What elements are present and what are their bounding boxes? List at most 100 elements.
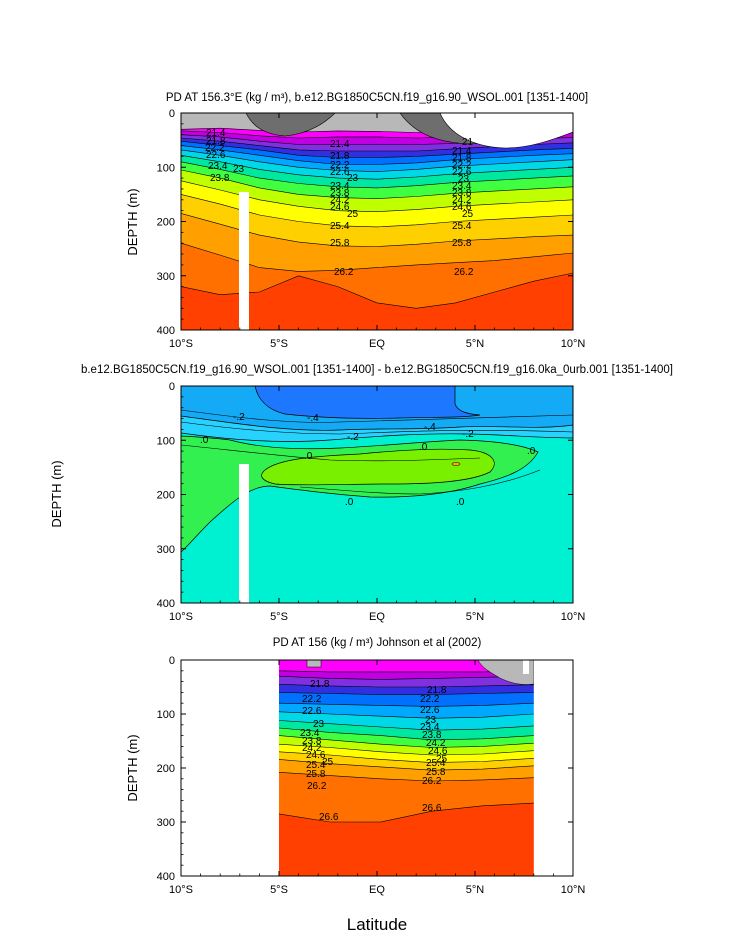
p3-label-25-8-w: 25.8 (306, 769, 326, 780)
y-tick-label: 400 (157, 598, 175, 610)
p3-white-notch (523, 660, 529, 674)
p3-label-24-2-e: 24.2 (426, 738, 446, 749)
p1-label-23-8-w: 23.8 (210, 173, 230, 184)
panel-2-ylabel: DEPTH (m) (49, 460, 64, 527)
contour-band-13 (181, 213, 573, 272)
contour-line-24-6 (279, 735, 534, 748)
y-tick-label: 0 (169, 108, 175, 120)
p1-label-21-8-e: 21.8 (452, 153, 472, 164)
p2-label-f: -.2 (462, 429, 474, 440)
p2-region-core-minus-04 (254, 386, 481, 419)
p3-gray-patch-east (477, 660, 534, 685)
p3-label-26-2-w: 26.2 (307, 781, 327, 792)
p2-label-g: .0 (304, 451, 313, 462)
p3-label-25-8-e: 25.8 (426, 767, 446, 778)
p3-gray-patch-west (306, 660, 322, 668)
p1-label-22-2-e: 22.2 (452, 160, 472, 171)
y-tick-label: 100 (157, 709, 175, 721)
contour-line-23-8 (181, 155, 573, 180)
panel-3-axes: 10°S 5°S EQ 5°N 10°N 0 100 200 300 400 (157, 655, 586, 896)
p1-label-22-2-c: 22.2 (330, 160, 350, 171)
p1-label-26-2-e: 26.2 (454, 267, 474, 278)
y-tick-label: 400 (157, 325, 175, 337)
p1-label-21-4-e: 21.4 (452, 146, 472, 157)
y-tick-label: 300 (157, 271, 175, 283)
panel-1-ylabel: DEPTH (m) (125, 188, 140, 255)
y-tick-label: 100 (157, 435, 175, 447)
p3-label-26-6-w: 26.6 (319, 812, 339, 823)
p1-label-25-8-e: 25.8 (452, 238, 472, 249)
x-tick-label: 5°N (466, 611, 485, 623)
panel-2: b.e12.BG1850C5CN.f19_g16.90_WSOL.001 [13… (49, 364, 673, 623)
contour-line-24-6 (181, 169, 573, 200)
p1-label-23-e: 23 (458, 174, 470, 185)
contour-line-21-8 (279, 675, 534, 680)
x-tick-label: EQ (369, 884, 385, 896)
y-tick-label: 400 (157, 871, 175, 883)
p1-label-25-c: 25 (347, 209, 359, 220)
p1-label-25-4-e: 25.4 (452, 221, 472, 232)
p3-label-23-8-e: 23.8 (422, 730, 442, 741)
panel-1-light-bowl (439, 113, 573, 149)
p2-region-core-positive (261, 448, 495, 486)
panel-2-title: b.e12.BG1850C5CN.f19_g16.90_WSOL.001 [13… (81, 364, 673, 376)
p1-label-23-4-e: 23.4 (452, 181, 472, 192)
contour-line-24-2 (279, 727, 534, 741)
p2-contour-line-c (181, 444, 481, 462)
contour-band-14 (181, 243, 573, 309)
x-tick-label: 5°S (270, 338, 288, 350)
p3-label-22-2-e: 22.2 (420, 694, 440, 705)
p1-label-26-2-c: 26.2 (334, 267, 354, 278)
panel-2-axes: 10°S 5°S EQ 5°N 10°N 0 100 200 300 400 (157, 381, 586, 623)
p3-label-25-e: 25 (436, 754, 448, 765)
x-tick-label: 10°S (169, 611, 193, 623)
panel-1-surface-shading (245, 113, 573, 149)
panel-3-surface-shading (306, 660, 534, 685)
p2-contour-line-b (181, 421, 573, 435)
p1-label-23-c: 23 (347, 173, 359, 184)
contour-band-3 (181, 134, 573, 151)
p2-label-i: .0 (527, 446, 536, 457)
contour-band-14 (279, 803, 534, 876)
contour-band-1 (279, 670, 534, 680)
contour-line-24-2 (181, 161, 573, 189)
x-tick-label: 10°S (169, 884, 193, 896)
contour-line-26-6 (279, 802, 534, 823)
x-tick-label: 5°S (270, 611, 288, 623)
p3-label-21-8-e: 21.8 (427, 685, 447, 696)
panel-1-title: PD AT 156.3°E (kg / m³), b.e12.BG1850C5C… (166, 92, 588, 104)
p1-label-25-8-c: 25.8 (330, 238, 350, 249)
p3-label-24-6-w: 24.6 (306, 750, 326, 761)
x-axis-label: Latitude (347, 915, 408, 934)
p2-label-a: -.2 (233, 412, 245, 423)
p1-label-24-2-c: 24.2 (330, 195, 350, 206)
contour-line-23 (181, 145, 573, 165)
contour-line-22-6 (279, 692, 534, 695)
p1-label-21-4-c: 21.4 (330, 139, 350, 150)
contour-line-25-4 (279, 751, 534, 763)
contour-band-15 (181, 273, 573, 330)
panel-2-masked-column (239, 464, 249, 603)
p1-label-22-6-e: 22.6 (452, 167, 472, 178)
p1-label-24-6-c: 24.6 (330, 202, 350, 213)
p3-label-25-w: 25 (322, 757, 334, 768)
x-tick-label: EQ (369, 611, 385, 623)
contour-band-12 (279, 759, 534, 781)
contour-band-9 (279, 735, 534, 755)
p2-label-d: -.4 (424, 422, 436, 433)
panel-3: PD AT 156 (kg / m³) Johnson et al (2002)… (125, 637, 585, 934)
panel-1: PD AT 156.3°E (kg / m³), b.e12.BG1850C5C… (125, 92, 588, 350)
p3-label-21-8-w: 21.8 (310, 679, 330, 690)
contour-band-6 (181, 145, 573, 172)
p3-label-26-6-e: 26.6 (422, 803, 442, 814)
contour-line-23 (279, 702, 534, 707)
x-tick-label: 10°N (561, 611, 586, 623)
contour-line-23-8 (279, 720, 534, 731)
p1-label-23-4-w: 23.4 (208, 161, 228, 172)
contour-band-10 (181, 170, 573, 212)
y-tick-label: 200 (157, 217, 175, 229)
contour-band-11 (181, 180, 573, 227)
x-tick-label: 5°N (466, 338, 485, 350)
panel-1-dark-patch-west (245, 113, 336, 137)
x-tick-label: EQ (369, 338, 385, 350)
